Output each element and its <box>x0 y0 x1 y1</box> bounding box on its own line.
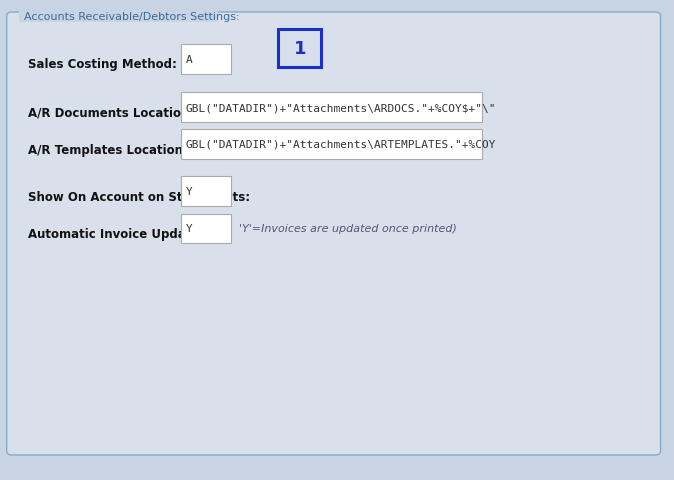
Text: 1: 1 <box>294 40 306 58</box>
Text: A/R Templates Location String:: A/R Templates Location String: <box>28 143 233 156</box>
Bar <box>19 11 218 23</box>
Text: 'Y'=Invoices are updated once printed): 'Y'=Invoices are updated once printed) <box>239 224 457 234</box>
Bar <box>181 45 231 74</box>
Text: GBL("DATADIR")+"Attachments\ARDOCS."+%COY$+"\": GBL("DATADIR")+"Attachments\ARDOCS."+%CO… <box>185 103 496 113</box>
Text: Y: Y <box>185 187 192 196</box>
Bar <box>181 93 482 123</box>
Bar <box>181 214 231 244</box>
FancyBboxPatch shape <box>7 13 661 455</box>
Text: A: A <box>185 55 192 64</box>
Text: Accounts Receivable/Debtors Settings:: Accounts Receivable/Debtors Settings: <box>24 12 240 22</box>
Bar <box>181 130 482 159</box>
Text: Show On Account on Statements:: Show On Account on Statements: <box>28 190 251 204</box>
Text: Automatic Invoice Update:: Automatic Invoice Update: <box>28 228 204 241</box>
Bar <box>181 177 231 206</box>
Text: Y: Y <box>185 224 192 234</box>
Text: Sales Costing Method:: Sales Costing Method: <box>28 58 177 72</box>
Text: GBL("DATADIR")+"Attachments\ARTEMPLATES."+%COY: GBL("DATADIR")+"Attachments\ARTEMPLATES.… <box>185 140 496 149</box>
Text: A/R Documents Location String:: A/R Documents Location String: <box>28 107 239 120</box>
FancyBboxPatch shape <box>278 30 321 68</box>
